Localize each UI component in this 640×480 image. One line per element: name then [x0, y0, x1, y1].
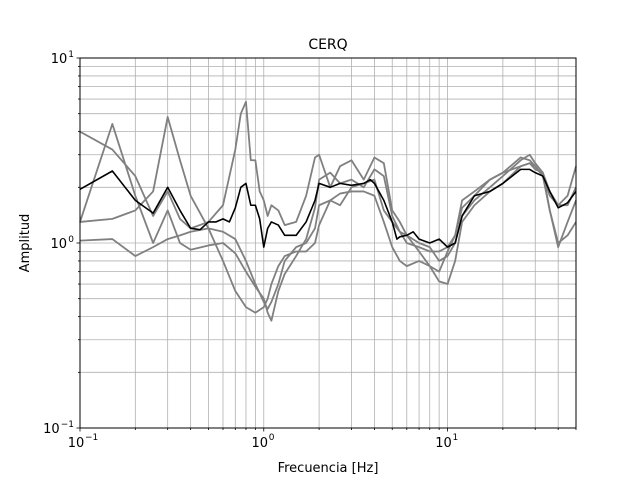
x-tick-label: 10 −1	[68, 433, 99, 451]
x-tick-exponent: 1	[453, 433, 459, 443]
y-tick-exponent: 1	[68, 50, 74, 60]
y-axis-label: Amplitud	[18, 214, 33, 273]
x-tick-labels: 10 −1 10 0 10 1	[68, 433, 459, 451]
y-tick-label: −110	[43, 420, 74, 437]
x-tick-exponent: 0	[269, 433, 275, 443]
x-axis-label: Frecuencia [Hz]	[278, 461, 379, 476]
x-tick-base: 10	[68, 436, 85, 451]
grid	[79, 57, 577, 429]
series-line-3	[79, 162, 577, 310]
series-layer	[79, 100, 577, 322]
y-tick-label: 110	[51, 50, 74, 67]
x-tick-base: 10	[252, 436, 269, 451]
x-tick-base: 10	[435, 436, 452, 451]
chart-title: CERQ	[308, 37, 347, 53]
y-tick-base: 10	[50, 237, 67, 252]
y-tick-exponent: −1	[61, 420, 74, 430]
y-tick-base: 10	[51, 52, 68, 67]
y-tick-exponent: 0	[68, 235, 74, 245]
x-tick-exponent: −1	[85, 433, 98, 443]
series-line-4	[79, 116, 577, 314]
plot-frame	[79, 57, 577, 429]
y-tick-label: 010	[50, 235, 74, 252]
y-tick-base: 10	[43, 422, 60, 437]
x-tick-label: 10 0	[252, 433, 275, 451]
series-line-mean	[79, 168, 577, 248]
series-line-2	[79, 123, 577, 322]
x-tick-label: 10 1	[435, 433, 458, 451]
